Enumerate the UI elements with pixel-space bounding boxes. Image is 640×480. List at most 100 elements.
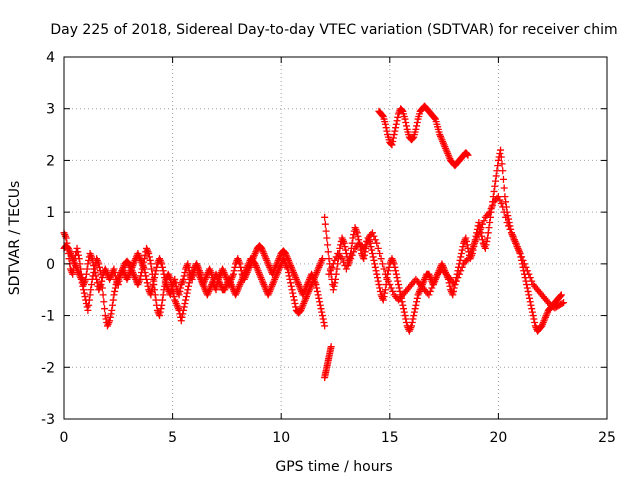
data-point-680: [291, 300, 299, 308]
data-point-1026: [529, 312, 537, 320]
data-point-1135: [425, 291, 433, 299]
data-point-915: [449, 291, 457, 299]
data-point-1092: [363, 237, 371, 245]
data-point-482: [148, 265, 156, 273]
data-point-1066: [325, 270, 333, 278]
data-point-776: [348, 239, 356, 247]
data-point-352: [315, 294, 323, 302]
data-point-525: [179, 310, 187, 318]
data-point-1157: [457, 267, 465, 275]
data-point-1067: [326, 267, 334, 275]
data-point-819: [379, 296, 387, 304]
data-point-400: [88, 275, 96, 283]
data-point-135: [158, 260, 166, 268]
data-point-1165: [468, 244, 476, 252]
data-point-1177: [486, 208, 494, 216]
data-point-415: [99, 291, 107, 299]
data-point-837: [392, 270, 400, 278]
data-point-19: [74, 248, 82, 256]
data-point-550: [197, 270, 205, 278]
data-point-70: [111, 268, 119, 276]
data-point-935: [463, 241, 471, 249]
data-point-399: [88, 281, 96, 289]
data-point-863: [411, 305, 419, 313]
data-point-470: [139, 262, 147, 270]
data-point-955: [478, 232, 486, 240]
data-point-804: [368, 250, 376, 258]
y-tick-label-5: 2: [46, 153, 55, 169]
data-point-808: [371, 263, 379, 271]
data-point-933: [462, 234, 470, 242]
data-point-498: [159, 291, 167, 299]
data-point-1281: [413, 122, 421, 130]
data-point-681: [292, 303, 300, 311]
data-point-32: [83, 265, 91, 273]
data-point-413: [98, 277, 106, 285]
data-point-1169: [474, 231, 482, 239]
data-point-964: [484, 229, 492, 237]
data-point-466: [136, 275, 144, 283]
data-point-350: [313, 287, 321, 295]
data-point-1228: [560, 299, 568, 307]
data-point-390: [81, 293, 89, 301]
data-point-1267: [402, 122, 410, 130]
data-point-510: [168, 282, 176, 290]
data-point-551: [198, 274, 206, 282]
data-point-389: [80, 289, 88, 297]
data-point-349: [313, 284, 321, 292]
data-point-1239: [382, 124, 390, 132]
data-point-679: [290, 296, 298, 304]
data-point-926: [457, 253, 465, 261]
data-point-987: [501, 193, 509, 201]
data-point-481: [147, 260, 155, 268]
data-point-675: [287, 282, 295, 290]
data-point-1249: [389, 134, 397, 142]
data-point-499: [160, 286, 168, 294]
data-point-792: [360, 255, 368, 263]
data-point-159: [175, 291, 183, 299]
data-point-513: [170, 293, 178, 301]
data-point-676: [288, 286, 296, 294]
data-point-848: [400, 308, 408, 316]
data-point-428: [109, 301, 117, 309]
x-tick-label-2: 10: [272, 430, 290, 446]
data-point-1064: [557, 292, 565, 300]
data-point-396: [85, 296, 93, 304]
data-point-496: [158, 301, 166, 309]
data-point-671: [284, 268, 292, 276]
data-point-1079: [344, 262, 352, 270]
data-point-977: [494, 162, 502, 170]
data-point-53: [98, 274, 106, 282]
data-point-1082: [348, 251, 356, 259]
data-point-911: [446, 282, 454, 290]
data-point-432: [111, 284, 119, 292]
data-point-1185: [497, 200, 505, 208]
data-point-51: [97, 281, 105, 289]
data-point-1019: [524, 287, 532, 295]
data-point-1171: [477, 224, 485, 232]
y-tick-label-3: 0: [46, 257, 55, 273]
data-point-1103: [379, 260, 387, 268]
data-point-981: [497, 146, 505, 154]
data-point-982: [497, 153, 505, 161]
data-point-243: [236, 260, 244, 268]
data-point-1083: [350, 248, 358, 256]
data-point-494: [156, 308, 164, 316]
data-point-1104: [380, 265, 388, 273]
data-point-803: [368, 246, 376, 254]
data-point-18: [73, 244, 81, 252]
data-point-1266: [402, 119, 410, 127]
plot-frame: [63, 56, 608, 420]
data-point-21: [75, 255, 83, 263]
data-point-1250: [390, 131, 398, 139]
data-point-1106: [383, 274, 391, 282]
data-point-552: [198, 277, 206, 285]
axis-ticks: 0 5 10 15 20 25 -3 -2 -1 0 1 2 3 4: [41, 50, 616, 446]
data-point-497: [158, 296, 166, 304]
data-point-234: [229, 270, 237, 278]
data-point-740: [322, 227, 330, 235]
data-point-401: [89, 272, 97, 280]
data-point-31: [82, 270, 90, 278]
data-point-744: [325, 255, 333, 263]
data-point-810: [373, 270, 381, 278]
